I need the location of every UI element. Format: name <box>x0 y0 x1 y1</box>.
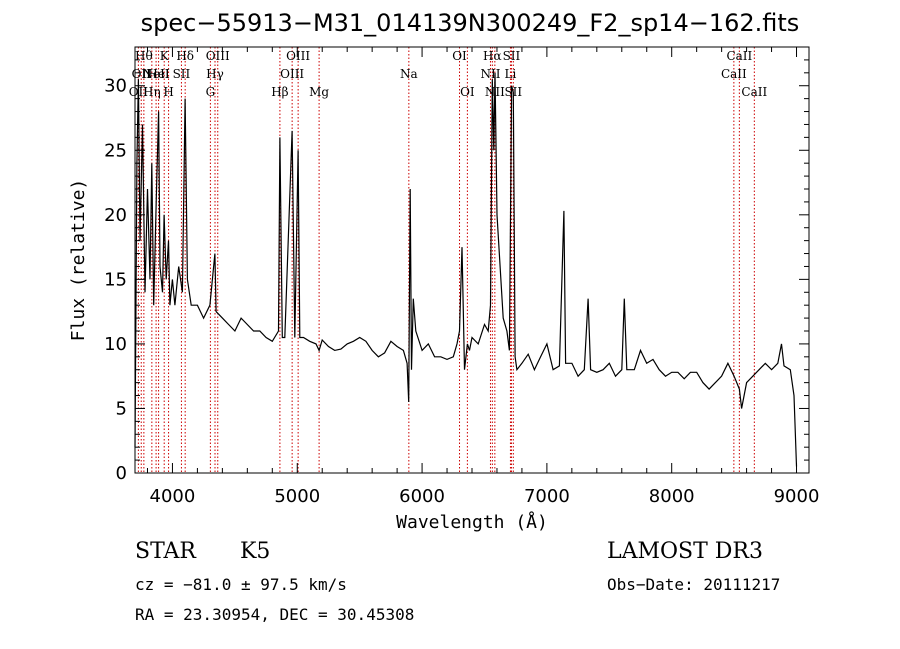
y-tick-label: 20 <box>104 205 127 226</box>
line-marker-label: SII <box>503 49 521 63</box>
y-axis-label: Flux (relative) <box>68 179 89 342</box>
y-tick-label: 15 <box>104 269 127 290</box>
line-marker-label: Hβ <box>271 85 288 99</box>
x-tick-label: 4000 <box>150 486 196 507</box>
line-marker-label: Hα <box>483 49 502 63</box>
line-marker-label: OII <box>132 67 152 81</box>
emission-line-labels: OIIOIIHθHηNeIIHeIKHSIIHδGHγOIIIHβOIIIOII… <box>129 49 768 99</box>
line-marker-label: HeI <box>147 67 170 81</box>
chart-title: spec−55913−M31_014139N300249_F2_sp14−162… <box>141 9 800 37</box>
line-marker-label: OI <box>460 85 475 99</box>
line-marker-label: H <box>163 85 173 99</box>
x-tick-label: 9000 <box>774 486 820 507</box>
object-class: STAR <box>135 539 197 564</box>
line-marker-label: CaII <box>726 49 752 63</box>
object-subclass: K5 <box>240 539 270 564</box>
line-marker-label: Hη <box>143 85 161 99</box>
x-tick-label: 5000 <box>274 486 320 507</box>
line-marker-label: OIII <box>286 49 310 63</box>
y-axis-ticks: 0 5 10 15 20 25 30 <box>104 59 809 484</box>
spectrum-line <box>134 72 798 467</box>
line-marker-label: OI <box>452 49 467 63</box>
line-marker-label: Hθ <box>135 49 153 63</box>
line-marker-label: CaII <box>741 85 767 99</box>
line-marker-label: OIII <box>206 49 230 63</box>
x-tick-label: 7000 <box>524 486 570 507</box>
redshift-readout: cz = −81.0 ± 97.5 km/s <box>135 575 347 594</box>
emission-line-markers <box>137 47 755 473</box>
x-tick-label: 6000 <box>399 486 445 507</box>
line-marker-label: OIII <box>280 67 304 81</box>
line-marker-label: Hδ <box>176 49 194 63</box>
plot-frame <box>134 46 810 474</box>
line-marker-label: CaII <box>721 67 747 81</box>
y-tick-label: 25 <box>104 140 127 161</box>
y-tick-label: 30 <box>104 76 127 97</box>
coordinates-readout: RA = 23.30954, DEC = 30.45308 <box>135 605 414 624</box>
y-tick-label: 10 <box>104 334 127 355</box>
y-tick-label: 0 <box>116 463 127 484</box>
line-marker-label: SII <box>173 67 191 81</box>
line-marker-label: NII <box>480 67 500 81</box>
line-marker-label: G <box>206 85 216 99</box>
line-marker-label: Li <box>505 67 517 81</box>
line-marker-label: Na <box>400 67 418 81</box>
line-marker-label: NeII <box>143 67 170 81</box>
x-tick-label: 8000 <box>649 486 695 507</box>
observation-date: Obs−Date: 20111217 <box>607 575 780 594</box>
y-tick-label: 5 <box>116 398 127 419</box>
line-marker-label: Mg <box>309 85 329 99</box>
x-axis-ticks: 4000 5000 6000 7000 8000 9000 <box>146 47 820 507</box>
line-marker-label: K <box>160 49 170 63</box>
survey-name: LAMOST DR3 <box>607 539 763 564</box>
x-axis-label: Wavelength (Å) <box>396 511 548 533</box>
line-marker-label: Hγ <box>206 67 224 81</box>
